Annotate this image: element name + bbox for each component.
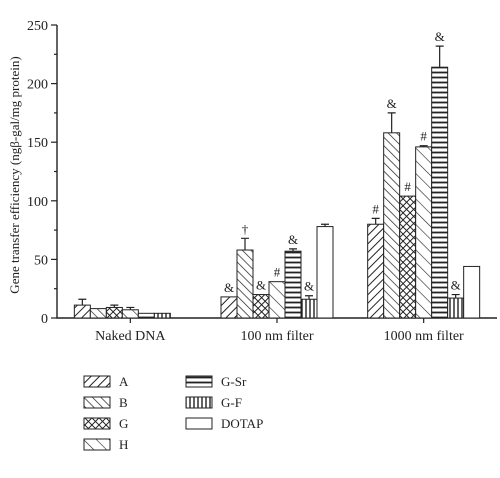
- legend-swatch: [83, 438, 111, 451]
- significance-marker: #: [420, 129, 427, 144]
- significance-marker: #: [372, 201, 379, 216]
- axes: 0 50 100 150 200 250 Naked DNA 100 nm filter 100…: [27, 19, 497, 344]
- bar-b: [89, 308, 107, 319]
- legend-label: B: [119, 395, 128, 410]
- bar-g-f: [447, 297, 465, 319]
- significance-marker: &: [435, 29, 445, 44]
- significance-marker: &: [304, 279, 314, 294]
- legend-label: DOTAP: [221, 416, 263, 431]
- significance-marker: #: [274, 265, 281, 280]
- x-tick-label: 100 nm filter: [240, 329, 313, 344]
- bar-g-sr: [431, 66, 449, 319]
- significance-marker: &: [288, 232, 298, 247]
- error-bar: [78, 298, 87, 306]
- bar-g-f: [300, 298, 318, 319]
- y-tick-label: 100: [27, 195, 48, 210]
- bar-a: [220, 296, 238, 319]
- significance-marker: &: [224, 280, 234, 295]
- y-tick-label: 150: [27, 136, 48, 151]
- bar-g: [105, 306, 123, 319]
- error-bar: [241, 237, 249, 251]
- bar-g: [399, 195, 417, 319]
- significance-marker: &: [256, 278, 266, 293]
- bars: &†&#&&#&##&&: [73, 29, 481, 319]
- error-bar: [110, 304, 119, 308]
- legend-swatch: [83, 396, 111, 409]
- legend-label: G-Sr: [221, 374, 247, 389]
- error-bar: [451, 293, 460, 299]
- error-bar: [289, 248, 297, 252]
- error-bar: [305, 295, 313, 300]
- bar-g-f: [153, 312, 171, 319]
- y-tick-label: 250: [27, 19, 48, 34]
- error-bar: [435, 45, 444, 68]
- significance-marker: &: [451, 278, 461, 293]
- bar-h: [121, 309, 139, 319]
- y-tick-label: 0: [41, 312, 48, 327]
- x-tick-label: Naked DNA: [95, 329, 166, 344]
- bar-h: [268, 281, 286, 319]
- legend-label: G: [119, 416, 128, 431]
- bar-h: [415, 146, 433, 319]
- legend-label: G-F: [221, 395, 242, 410]
- legend-swatch: [185, 375, 213, 388]
- legend-label: A: [119, 374, 129, 389]
- error-bar: [371, 217, 380, 225]
- bar-dotap: [463, 265, 481, 319]
- y-tick-label: 200: [27, 78, 48, 93]
- legend-swatch: [185, 417, 213, 430]
- error-bar: [321, 223, 329, 227]
- bar-a: [73, 304, 91, 319]
- error-bar: [126, 306, 135, 310]
- y-axis-label: Gene transfer efficiency (ngβ-gal/mg pro…: [7, 56, 22, 293]
- legend-swatch: [83, 375, 111, 388]
- legend-swatch: [83, 417, 111, 430]
- y-tick-label: 50: [34, 253, 48, 268]
- bar-dotap: [316, 226, 334, 319]
- bar-g: [252, 294, 270, 319]
- significance-marker: &: [387, 96, 397, 111]
- bar-b: [236, 249, 254, 319]
- bar-b: [383, 132, 401, 319]
- x-tick-label: 1000 nm filter: [384, 329, 464, 344]
- significance-marker: †: [242, 221, 249, 236]
- bar-a: [367, 223, 385, 319]
- legend-label: H: [119, 437, 128, 452]
- legend-swatch: [185, 396, 213, 409]
- error-bar: [387, 112, 396, 133]
- bar-g-sr: [284, 250, 302, 319]
- error-bar: [419, 145, 428, 147]
- significance-marker: #: [404, 179, 411, 194]
- bar-g-sr: [137, 312, 155, 319]
